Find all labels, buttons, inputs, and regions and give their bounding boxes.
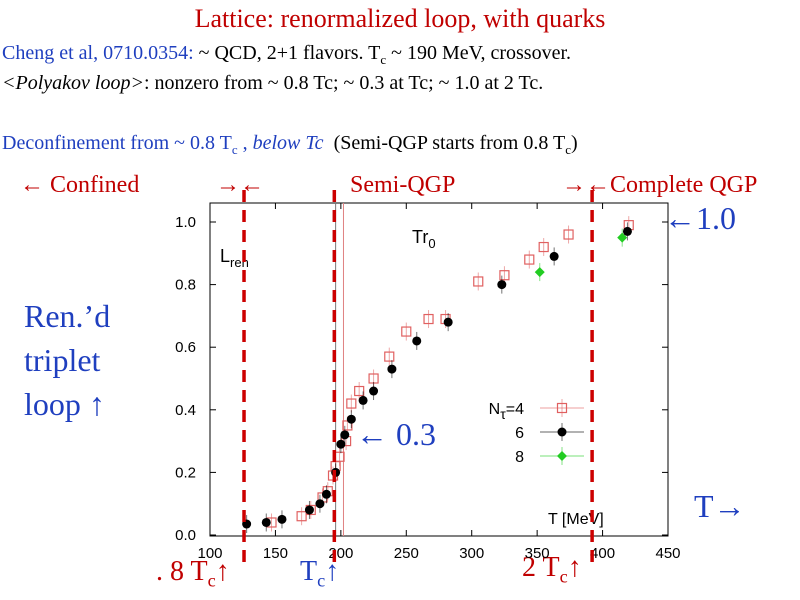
arrow-0-3-label: ← 0.3 bbox=[356, 416, 436, 452]
region-boundary-arrows: →← bbox=[216, 172, 264, 198]
region-confined: ← Confined bbox=[20, 172, 140, 198]
y-tick-label: 0.8 bbox=[175, 277, 196, 294]
data-point-series-1 bbox=[549, 251, 559, 261]
polyakov-line: <Polyakov loop>: nonzero from ~ 0.8 Tc; … bbox=[2, 72, 543, 95]
tc-sub: c bbox=[317, 570, 326, 591]
legend-label: 6 bbox=[515, 425, 524, 442]
x-tick-label: 300 bbox=[459, 545, 484, 562]
y-tick-label: 0.6 bbox=[175, 339, 196, 356]
arrow-1-0-label: ←1.0 bbox=[664, 200, 736, 236]
data-point-series-1 bbox=[369, 386, 379, 396]
data-point-series-1 bbox=[321, 489, 331, 499]
deconfinement-sub: c bbox=[231, 142, 238, 157]
renormalized-loop-label: Ren.’d triplet loop ↑ bbox=[24, 298, 111, 422]
data-point-series-1 bbox=[358, 395, 368, 405]
citation-text: ~ QCD, 2+1 flavors. T bbox=[193, 42, 381, 64]
x-axis-label: T [MeV] bbox=[548, 511, 604, 528]
data-point-series-0 bbox=[346, 398, 357, 409]
x-tick-label: 250 bbox=[394, 545, 419, 562]
data-point-series-1 bbox=[304, 505, 314, 515]
data-point-series-0 bbox=[296, 511, 307, 522]
citation-line: Cheng et al, 0710.0354: ~ QCD, 2+1 flavo… bbox=[2, 42, 571, 68]
deconfinement-line: Deconfinement from ~ 0.8 Tc , below Tc (… bbox=[2, 132, 578, 158]
data-point-series-2 bbox=[534, 267, 545, 278]
legend-label-main: N bbox=[489, 401, 501, 418]
slide-title: Lattice: renormalized loop, with quarks bbox=[194, 4, 606, 33]
data-point-series-1 bbox=[412, 336, 422, 346]
data-point-series-1 bbox=[261, 517, 271, 527]
tc-08-sub: c bbox=[207, 570, 216, 591]
tc-text: T bbox=[300, 556, 318, 587]
legend-marker bbox=[557, 451, 567, 461]
data-point-series-1 bbox=[622, 226, 632, 236]
y-tick-label: 1.0 bbox=[175, 214, 196, 231]
tc-08-arrow: ↑ bbox=[215, 556, 230, 587]
legend-marker bbox=[556, 402, 568, 414]
y-tick-label: 0.2 bbox=[175, 464, 196, 481]
data-point-series-0 bbox=[401, 326, 412, 337]
data-point-series-0 bbox=[524, 254, 535, 265]
data-point-series-1 bbox=[387, 364, 397, 374]
x-tick-label: 450 bbox=[655, 545, 680, 562]
citation-sub: c bbox=[380, 52, 387, 67]
tc-08-text: . 8 T bbox=[156, 556, 208, 587]
semi-qgp-note-text: (Semi-QGP starts from 0.8 T bbox=[333, 132, 566, 154]
tc-arrow: ↑ bbox=[325, 556, 340, 587]
tc-2-label: 2 Tc↑ bbox=[522, 552, 582, 588]
deconfinement-sep: , bbox=[237, 132, 253, 154]
x-tick-label: 100 bbox=[197, 545, 222, 562]
x-tick-label: 150 bbox=[263, 545, 288, 562]
tc-label: Tc↑ bbox=[300, 556, 339, 592]
chart-label-tr0: Tr0 bbox=[412, 227, 436, 251]
x-tick-label: 350 bbox=[525, 545, 550, 562]
tc-2-text: 2 T bbox=[522, 552, 560, 583]
tc-08-label: . 8 Tc↑ bbox=[156, 556, 230, 592]
x-tick-label: 200 bbox=[328, 545, 353, 562]
data-point-series-1 bbox=[443, 317, 453, 327]
data-point-series-2 bbox=[617, 232, 628, 243]
t-axis-arrow-label: T→ bbox=[694, 488, 746, 524]
deconfinement-text: Deconfinement from ~ 0.8 T bbox=[2, 132, 232, 154]
legend-label: Nτ=4 bbox=[489, 401, 524, 422]
chart-label-lren-sub: ren bbox=[230, 255, 249, 270]
semi-qgp-note: (Semi-QGP starts from 0.8 Tc) bbox=[333, 132, 578, 157]
legend-label: 8 bbox=[515, 449, 524, 466]
data-point-series-1 bbox=[315, 499, 325, 509]
chart-label-tr0-sub: 0 bbox=[428, 236, 435, 251]
data-point-series-1 bbox=[336, 439, 346, 449]
data-point-series-1 bbox=[497, 280, 507, 290]
legend-label-sub: τ bbox=[500, 406, 506, 422]
deconfinement-below: below Tc bbox=[252, 132, 324, 154]
data-point-series-1 bbox=[340, 430, 350, 440]
legend-label-main: 8 bbox=[515, 449, 524, 466]
semi-qgp-note-end: ) bbox=[571, 132, 578, 154]
region-semi-qgp: Semi-QGP bbox=[350, 172, 456, 198]
citation-end: ~ 190 MeV, crossover. bbox=[386, 42, 572, 64]
y-tick-label: 0.4 bbox=[175, 402, 196, 419]
data-point-series-1 bbox=[346, 414, 356, 424]
data-point-series-1 bbox=[277, 514, 287, 524]
data-point-series-0 bbox=[423, 313, 434, 325]
semi-qgp-note-sub: c bbox=[565, 142, 571, 157]
data-point-series-0 bbox=[354, 385, 365, 397]
tc-2-arrow: ↑ bbox=[567, 552, 582, 583]
data-point-series-0 bbox=[384, 351, 395, 362]
citation-ref: Cheng et al, 0710.0354: bbox=[2, 42, 194, 64]
tc-2-sub: c bbox=[559, 566, 568, 587]
x-tick-label: 400 bbox=[590, 545, 615, 562]
data-point-series-0 bbox=[499, 270, 510, 281]
legend-label-end: =4 bbox=[506, 401, 524, 418]
y-tick-label: 0.0 bbox=[175, 527, 196, 544]
plot-frame bbox=[209, 202, 669, 537]
polyakov-text: : nonzero from ~ 0.8 Tc; ~ 0.3 at Tc; ~ … bbox=[143, 72, 544, 94]
region-complete-qgp: →←Complete QGP bbox=[562, 172, 758, 198]
data-point-series-0 bbox=[473, 276, 484, 287]
legend-label-main: 6 bbox=[515, 425, 524, 442]
polyakov-term: <Polyakov loop> bbox=[2, 72, 144, 94]
data-point-series-0 bbox=[538, 241, 549, 253]
legend-marker bbox=[557, 427, 567, 437]
data-point-series-0 bbox=[563, 229, 574, 240]
